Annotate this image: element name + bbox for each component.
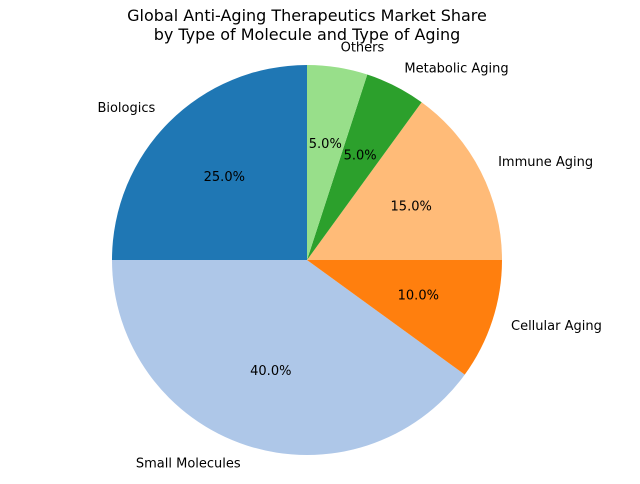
slice-label-others: Others [341, 41, 385, 56]
percent-label-cellular-aging: 10.0% [398, 289, 439, 304]
slice-label-immune-aging: Immune Aging [498, 155, 593, 170]
slice-label-biologics: Biologics [97, 101, 155, 116]
pie-slice-cellular-aging [307, 260, 502, 375]
slice-label-cellular-aging: Cellular Aging [511, 319, 602, 334]
percent-label-metabolic-aging: 5.0% [344, 148, 377, 163]
pie-slice-biologics [112, 65, 307, 260]
pie-percent-labels: 25.0% 40.0% 10.0% 15.0% 5.0%5.0% [204, 137, 439, 379]
chart-title-line-1: Global Anti-Aging Therapeutics Market Sh… [127, 6, 487, 25]
percent-label-small-molecules: 40.0% [250, 364, 291, 379]
slice-label-small-molecules: Small Molecules [136, 457, 241, 472]
pie-slice-small-molecules [112, 260, 465, 456]
pie-slices [112, 65, 502, 456]
percent-label-others: 5.0% [309, 137, 342, 152]
pie-slice-metabolic-aging [307, 74, 422, 260]
pie-slice-others [307, 65, 368, 260]
pie-slice-labels: Biologics Small Molecules Cellular Aging Im… [97, 41, 601, 472]
pie-slice-immune-aging [307, 102, 502, 261]
percent-label-biologics: 25.0% [204, 170, 245, 185]
percent-label-immune-aging: 15.0% [391, 199, 432, 214]
slice-label-metabolic-aging: Metabolic Aging [404, 61, 508, 76]
chart-title-line-2: by Type of Molecule and Type of Aging [154, 25, 461, 44]
